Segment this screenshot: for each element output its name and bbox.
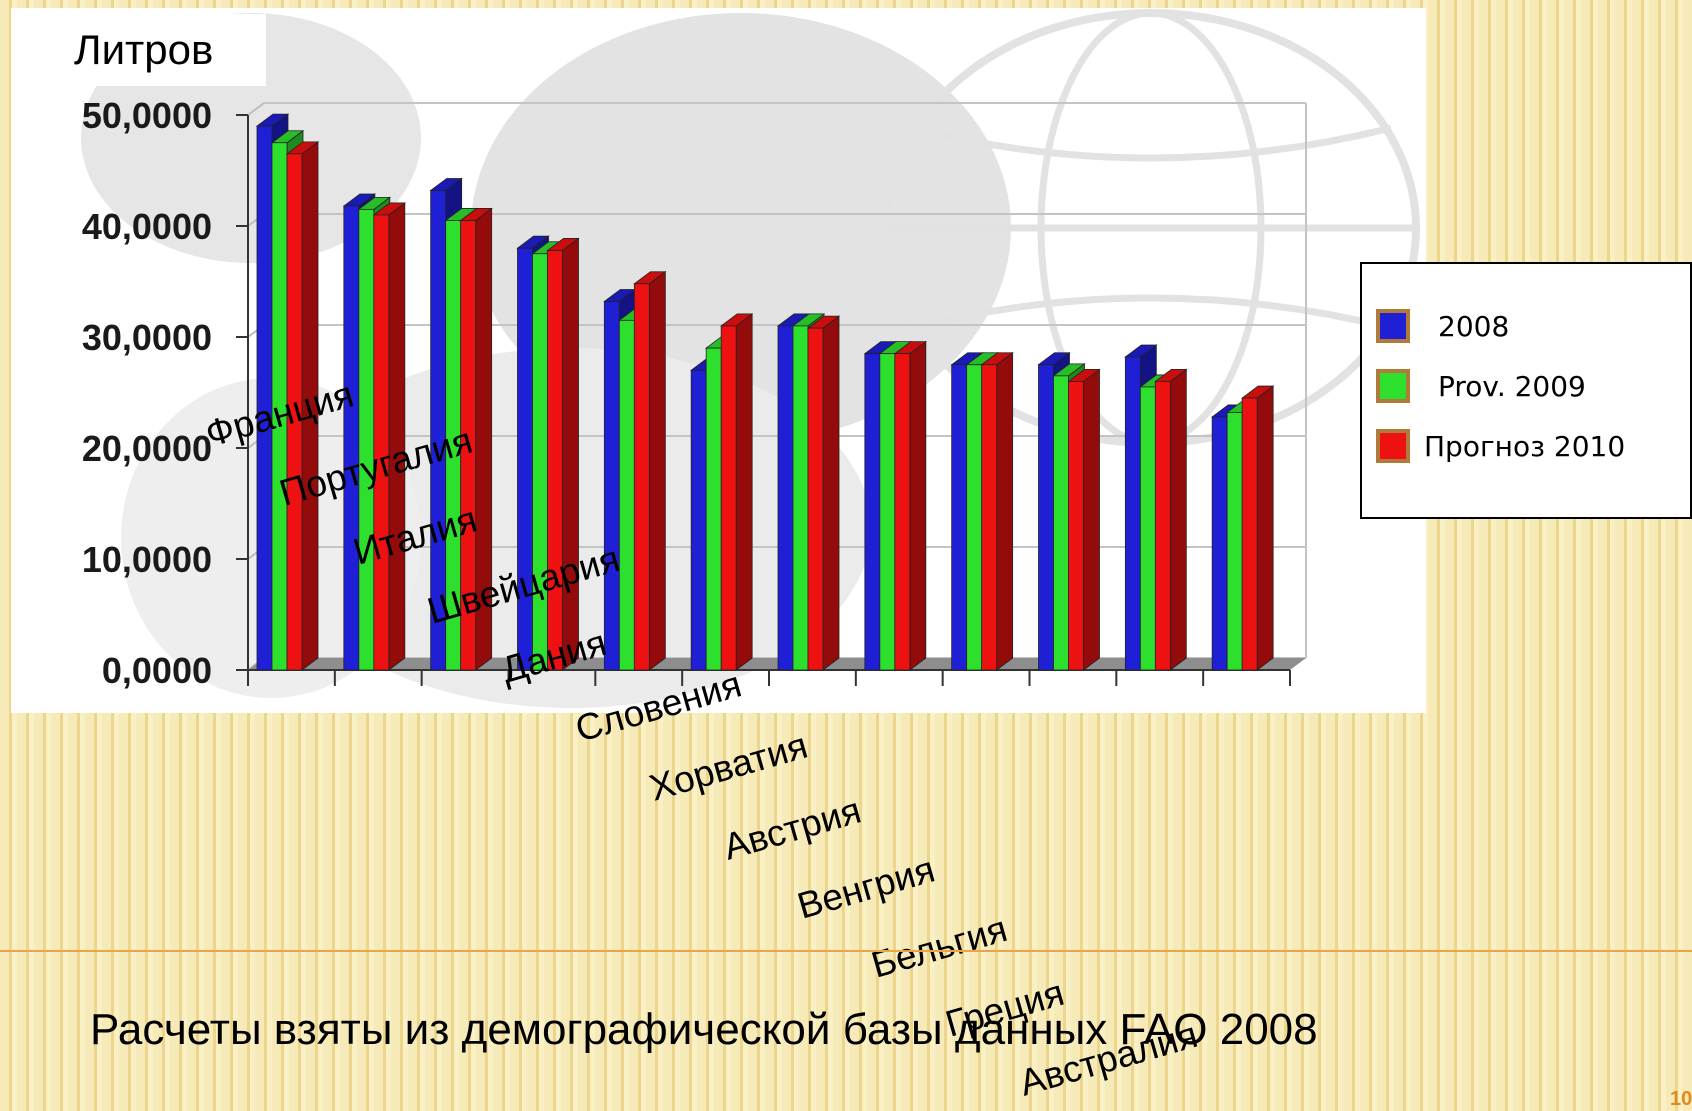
bar: [980, 351, 1014, 671]
bar: [806, 315, 841, 671]
x-category-label: Австрия: [719, 790, 866, 868]
legend-item-2009: Prov. 2009: [1376, 368, 1586, 404]
legend-label: 2008: [1438, 309, 1510, 343]
y-tick-label: 10,0000: [82, 539, 212, 580]
bar-side: [562, 237, 579, 671]
bar-front: [966, 364, 983, 671]
bar: [1154, 368, 1188, 671]
bar: [546, 237, 580, 671]
bar-side: [822, 315, 840, 671]
legend-swatch-red: [1376, 429, 1410, 463]
bar-front: [720, 325, 737, 671]
bar-front: [894, 353, 911, 671]
bar-front: [1154, 380, 1171, 671]
footer-divider: [0, 950, 1692, 952]
y-tick-label: 0,0000: [102, 650, 212, 691]
bar-front: [603, 301, 620, 671]
bar-front: [864, 353, 881, 671]
bar: [633, 270, 667, 671]
bar-side: [735, 313, 753, 671]
bar-front: [532, 253, 548, 671]
bar: [1240, 385, 1275, 671]
bar-front: [1068, 380, 1084, 671]
bar-front: [807, 327, 824, 671]
bar-side: [996, 351, 1014, 671]
bar-side: [1169, 368, 1187, 671]
bar-front: [1226, 412, 1243, 671]
y-tick-label: 40,0000: [82, 206, 212, 247]
x-category-label: Бельгия: [867, 908, 1012, 986]
bar-side: [388, 202, 406, 671]
y-tick-label: 30,0000: [82, 317, 212, 358]
x-category-label: Венгрия: [793, 849, 939, 927]
bar: [459, 207, 493, 671]
gridline-depth: [247, 102, 265, 116]
bar-front: [547, 250, 563, 671]
legend-item-2010: Прогноз 2010: [1376, 428, 1625, 464]
bar-front: [1038, 364, 1054, 671]
bar-front: [951, 364, 968, 671]
bar-front: [981, 364, 998, 671]
bar-side: [909, 340, 927, 671]
page-number: 10: [1670, 1088, 1692, 1110]
y-tick-label: 20,0000: [82, 428, 212, 469]
legend-swatch-blue: [1376, 309, 1410, 343]
bar-front: [618, 319, 635, 671]
bar-front: [633, 283, 650, 671]
bar-front: [792, 325, 809, 671]
chart-legend: 2008 Prov. 2009 Прогноз 2010: [1360, 262, 1692, 519]
bar: [893, 340, 928, 671]
y-axis-unit-label: Литров: [56, 14, 266, 86]
x-category-label: Хорватия: [645, 725, 812, 809]
bar-front: [286, 153, 303, 671]
bar-front: [358, 208, 375, 671]
legend-item-2008: 2008: [1376, 308, 1509, 344]
bar-front: [879, 353, 896, 671]
bar: [1067, 368, 1101, 671]
bar: [372, 202, 407, 671]
bar-front: [460, 220, 477, 671]
bar-front: [373, 214, 390, 671]
bar-front: [705, 347, 722, 671]
legend-label: Прогноз 2010: [1424, 429, 1626, 463]
bar-front: [1241, 397, 1258, 671]
bar-front: [1139, 386, 1156, 671]
bar-front: [1124, 356, 1141, 671]
bar-front: [1211, 416, 1228, 671]
bar-side: [648, 270, 666, 671]
bar: [719, 313, 754, 671]
bar-side: [1083, 368, 1100, 671]
bar-front: [1053, 375, 1069, 671]
legend-swatch-green: [1376, 369, 1410, 403]
bar-side: [1256, 385, 1274, 671]
legend-label: Prov. 2009: [1438, 369, 1586, 403]
bar-front: [777, 325, 794, 671]
bar-front: [343, 205, 360, 671]
bar-front: [690, 369, 707, 671]
x-category-label: Словения: [571, 663, 746, 749]
y-tick-label: 50,0000: [82, 95, 212, 136]
source-note: Расчеты взяты из демографической базы да…: [90, 1005, 1318, 1054]
bar: [285, 141, 320, 671]
